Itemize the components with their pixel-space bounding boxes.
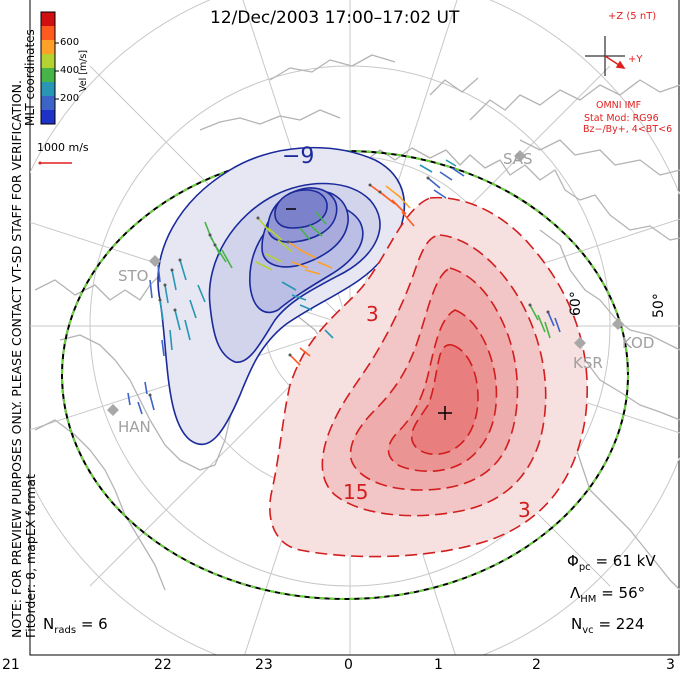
stat-hm: ΛHM = 56° xyxy=(570,584,645,605)
mlt-tick-21: 21 xyxy=(2,657,20,673)
colorbar-segment xyxy=(41,82,55,97)
mlt-tick-0: 0 xyxy=(344,657,353,673)
stat-nvc: Nvc = 224 xyxy=(571,615,644,636)
colorbar-segment xyxy=(41,68,55,83)
station-label-kod: KOD xyxy=(622,334,655,352)
colorbar-tick-400: 400 xyxy=(60,65,80,76)
colorbar-segment xyxy=(41,96,55,111)
mlt-tick-1: 1 xyxy=(434,657,443,673)
imf-vector xyxy=(604,55,626,69)
contour-label-pos-3: 3 xyxy=(518,498,531,522)
positive-potential-cell xyxy=(269,196,589,558)
imf-bz-label: +Z (5 nT) xyxy=(608,11,657,22)
contour-label-pos-2: 15 xyxy=(343,480,369,504)
colorbar-tick-600: 600 xyxy=(60,37,80,48)
stat-hm-symbol: Λ xyxy=(570,584,581,602)
fit-order: FitOrder: 8, mapEX format xyxy=(23,474,38,638)
vector-origins xyxy=(148,176,550,397)
stat-pcp-value: = 61 kV xyxy=(595,552,656,570)
stat-nvc-symbol: N xyxy=(571,615,583,633)
negative-potential-cell xyxy=(157,146,406,446)
potential-extrema xyxy=(286,208,452,420)
imf-model-line1: Stat Mod: RG96 xyxy=(584,113,659,124)
velocity-colorbar xyxy=(41,12,55,125)
lat-label-50: 50° xyxy=(651,293,667,318)
colorbar-tick-200: 200 xyxy=(60,93,80,104)
imf-model-line2: Bz−/By+, 4<BT<6 xyxy=(583,124,673,135)
station-label-ksr: KSR xyxy=(573,354,603,372)
contour-label-neg: −9 xyxy=(282,144,315,169)
stat-nrads-symbol: N xyxy=(43,615,55,633)
imf-source: OMNI IMF xyxy=(596,100,642,111)
contour-label-pos-1: 3 xyxy=(366,302,379,326)
station-markers xyxy=(107,150,624,416)
stat-pcp: Φpc = 61 kV xyxy=(567,552,656,573)
colorbar-segment xyxy=(41,110,55,125)
velocity-scale-label: 1000 m/s xyxy=(37,141,89,154)
stat-pcp-symbol: Φ xyxy=(567,552,579,570)
stat-nrads: Nrads = 6 xyxy=(43,615,108,636)
colorbar-label: Vel [m/s] xyxy=(78,49,89,92)
stat-nrads-sub: rads xyxy=(54,625,77,636)
mlt-tick-22: 22 xyxy=(154,657,172,673)
lat-label-60: 60° xyxy=(568,291,584,316)
map-title: 12/Dec/2003 17:00–17:02 UT xyxy=(210,8,460,28)
stat-nvc-sub: vc xyxy=(582,625,594,636)
mlt-tick-3: 3 xyxy=(666,657,675,673)
stat-nrads-value: = 6 xyxy=(80,615,108,633)
coords-label: MLT coordinates xyxy=(23,29,37,126)
colorbar-segment xyxy=(41,40,55,55)
side-note: NOTE: FOR PREVIEW PURPOSES ONLY. PLEASE … xyxy=(9,80,24,638)
stat-nvc-value: = 224 xyxy=(598,615,645,633)
station-label-sto: STO xyxy=(118,267,149,285)
imf-by-label: +Y xyxy=(628,54,643,65)
station-label-sas: SAS xyxy=(503,150,533,168)
stat-hm-value: = 56° xyxy=(601,584,646,602)
velocity-scale-bar xyxy=(38,161,72,165)
stat-pcp-sub: pc xyxy=(578,562,591,573)
colorbar-segment xyxy=(41,26,55,41)
colorbar-segment xyxy=(41,54,55,69)
mlt-tick-2: 2 xyxy=(532,657,541,673)
station-label-han: HAN xyxy=(118,418,151,436)
mlt-tick-23: 23 xyxy=(255,657,273,673)
colorbar-segment xyxy=(41,12,55,27)
velocity-vectors xyxy=(127,159,561,415)
stat-hm-sub: HM xyxy=(580,594,597,605)
